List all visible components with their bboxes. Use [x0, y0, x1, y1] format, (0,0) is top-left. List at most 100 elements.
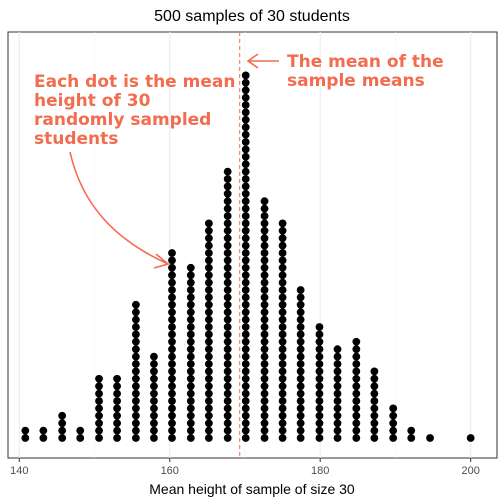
dot: [95, 426, 103, 435]
dot: [204, 234, 213, 243]
dot: [241, 263, 250, 272]
dot: [168, 419, 176, 428]
dot: [186, 367, 195, 376]
dot: [241, 293, 250, 302]
dot: [204, 389, 213, 398]
dot: [260, 271, 269, 280]
dot: [168, 345, 176, 354]
dot: [223, 323, 232, 331]
dot: [58, 411, 67, 420]
dot: [260, 286, 269, 294]
dot: [223, 360, 232, 368]
dot: [389, 419, 398, 428]
dot: [95, 397, 103, 405]
dot: [131, 367, 140, 376]
dot: [113, 397, 121, 405]
dot: [186, 315, 195, 324]
dot: [223, 345, 232, 354]
dot: [260, 212, 269, 220]
dot: [186, 278, 195, 287]
dot: [296, 286, 305, 294]
dot: [315, 434, 324, 442]
dot: [241, 86, 250, 95]
dot: [260, 241, 269, 250]
dot: [260, 367, 269, 376]
dot: [278, 278, 287, 287]
dot: [296, 382, 305, 391]
dot: [278, 382, 287, 391]
dot: [260, 226, 269, 235]
dot: [131, 374, 140, 383]
dot: [278, 226, 287, 235]
dot: [296, 411, 305, 420]
dot: [260, 419, 269, 428]
dot: [260, 382, 269, 391]
dot: [315, 397, 324, 405]
dot: [278, 360, 287, 368]
dot: [131, 337, 140, 346]
annotation-line: height of 30: [34, 91, 151, 111]
dot: [315, 360, 324, 368]
dot: [352, 337, 361, 346]
dot: [278, 411, 287, 420]
annotation-line: Each dot is the mean: [34, 72, 235, 92]
dot: [370, 404, 379, 413]
dot: [223, 249, 232, 257]
dot: [241, 256, 250, 265]
dot: [186, 374, 195, 383]
dot: [186, 352, 195, 361]
dot: [223, 271, 232, 280]
dot: [407, 426, 416, 435]
dot: [260, 330, 269, 339]
dot: [241, 160, 250, 169]
dot: [315, 404, 324, 413]
dot: [241, 315, 250, 324]
dot: [223, 315, 232, 324]
dot: [204, 367, 213, 376]
dot: [95, 434, 103, 442]
dot: [113, 389, 121, 398]
chart-title: 500 samples of 30 students: [154, 8, 350, 25]
dot: [186, 411, 195, 420]
dot: [204, 308, 213, 317]
dot: [113, 374, 121, 383]
dot: [204, 293, 213, 302]
dot: [76, 426, 85, 435]
dot: [223, 352, 232, 361]
dot: [296, 397, 305, 405]
dot: [223, 263, 232, 272]
dot: [241, 397, 250, 405]
dot: [278, 434, 287, 442]
dot: [241, 71, 250, 80]
dot: [278, 256, 287, 265]
dot: [241, 382, 250, 391]
dot: [352, 360, 361, 368]
dot: [241, 108, 250, 117]
dot: [204, 300, 213, 309]
dot: [131, 419, 140, 428]
dot: [315, 345, 324, 354]
dot: [260, 360, 269, 368]
annotation-line: sample means: [287, 71, 425, 91]
dot: [370, 411, 379, 420]
dot: [352, 345, 361, 354]
dot: [204, 345, 213, 354]
dot: [260, 219, 269, 228]
dot: [241, 130, 250, 139]
dot: [352, 411, 361, 420]
dot: [168, 249, 176, 257]
dot: [168, 374, 176, 383]
dot: [131, 352, 140, 361]
dot: [223, 434, 232, 442]
x-axis-label: Mean height of sample of size 30: [149, 481, 355, 497]
dot: [131, 360, 140, 368]
dot: [278, 330, 287, 339]
dot: [241, 101, 250, 109]
dot: [278, 352, 287, 361]
dot: [186, 360, 195, 368]
dot: [204, 360, 213, 368]
dot: [168, 389, 176, 398]
dot: [333, 382, 342, 391]
dot: [333, 360, 342, 368]
